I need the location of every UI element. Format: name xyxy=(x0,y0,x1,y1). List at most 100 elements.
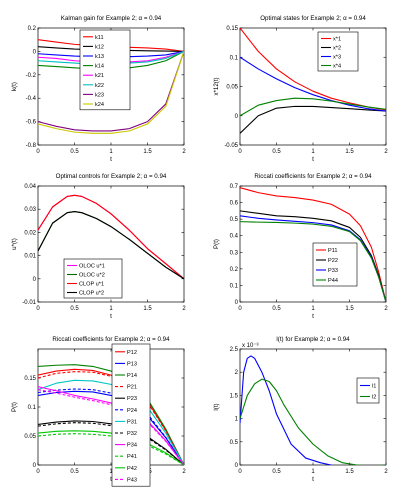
legend-label: l2 xyxy=(372,395,376,401)
y-tick-label: -0.6 xyxy=(26,120,37,126)
legend: OLOC u*1 OLOC u*2 CLOP u*1 CLOP u*2 xyxy=(63,258,123,299)
chart-panel-6: 0 0.5 1 1.5 2 0 0.5 1 1.5 2 2.5x 10⁻³ l(t) for Exam… xyxy=(213,336,388,483)
series-line-p21 xyxy=(38,371,184,465)
series-line-x-2 xyxy=(240,105,386,134)
y-tick-label: 0.2 xyxy=(28,26,37,32)
legend-label: P11 xyxy=(328,248,338,254)
series-group xyxy=(38,194,184,280)
x-tick-label: 0 xyxy=(238,469,242,475)
x-tick-label: 1 xyxy=(109,469,113,475)
x-tick-label: 0.5 xyxy=(272,306,281,312)
legend-label: x*3 xyxy=(333,55,341,61)
legend: x*1 x*2 x*3 x*4 xyxy=(317,31,359,72)
y-tick-label: 0 xyxy=(235,114,239,120)
legend-box xyxy=(111,343,151,487)
x-tick-label: 1 xyxy=(311,149,315,155)
y-tick-label: 0.04 xyxy=(24,184,36,190)
series-line-x-3 xyxy=(240,56,386,112)
chart-title: Riccati coefficients for Example 2; α = … xyxy=(52,336,170,343)
legend-label: k14 xyxy=(95,64,104,70)
legend-label: k24 xyxy=(95,102,104,108)
y-tick-label: 0.4 xyxy=(230,234,239,240)
y-tick-label: 1 xyxy=(235,417,239,423)
x-tick-label: 2 xyxy=(182,306,186,312)
x-tick-label: 0 xyxy=(36,149,40,155)
legend-label: k13 xyxy=(95,54,104,60)
y-tick-label: -0.8 xyxy=(26,143,37,149)
legend-label: P33 xyxy=(328,268,338,274)
chart-panel-4: 0 0.5 1 1.5 2 0 0.1 0.2 0.3 0.4 0.5 0.6 0.7 Riccati c… xyxy=(213,173,388,320)
y-tick-label: 0.15 xyxy=(226,26,238,32)
legend-label: x*1 xyxy=(333,37,341,43)
legend-label: k22 xyxy=(95,83,104,89)
x-axis-label: t xyxy=(110,156,112,163)
x-tick-label: 0 xyxy=(36,306,40,312)
y-tick-label: 0.5 xyxy=(230,217,239,223)
legend-label: P23 xyxy=(127,396,137,402)
y-tick-label: 0.1 xyxy=(28,405,37,411)
series-group xyxy=(240,355,386,465)
series-line-p24 xyxy=(38,388,184,465)
y-tick-label: -0.01 xyxy=(22,300,36,306)
chart-title: Optimal controls for Example 2; α = 0.94 xyxy=(56,173,167,180)
series-line-x-4 xyxy=(240,97,386,117)
series-group xyxy=(240,187,386,302)
x-axis-label: t xyxy=(110,476,112,483)
x-tick-label: 1.5 xyxy=(345,149,354,155)
x-tick-label: 0 xyxy=(36,469,40,475)
x-tick-label: 1 xyxy=(109,306,113,312)
x-tick-label: 1 xyxy=(311,469,315,475)
series-group xyxy=(240,28,386,134)
legend: P12 P13 P14 P21 P23 P24 P31 P32 P34 P41 P42 P43 xyxy=(111,343,151,487)
y-tick-label: 0.6 xyxy=(230,201,239,207)
legend-label: P34 xyxy=(127,443,137,449)
y-tick-label: 0.7 xyxy=(230,184,239,190)
legend-label: x*4 xyxy=(333,64,341,70)
x-tick-label: 2 xyxy=(384,469,388,475)
y-tick-label: 0.2 xyxy=(230,267,239,273)
x-tick-label: 1.5 xyxy=(345,306,354,312)
x-axis-label: t xyxy=(312,313,314,320)
legend-label: P41 xyxy=(127,454,137,460)
plot-frame xyxy=(239,27,387,146)
legend-label: P14 xyxy=(127,373,137,379)
series-line-k24 xyxy=(38,51,184,134)
series-line-p22 xyxy=(240,210,386,302)
series-line-l1 xyxy=(240,355,386,465)
y-tick-label: 0.05 xyxy=(24,434,36,440)
series-line-p42 xyxy=(38,430,184,465)
legend: P11 P22 P33 P44 xyxy=(312,242,358,287)
series-line-p14 xyxy=(38,364,184,465)
legend-label: OLOC u*1 xyxy=(79,264,105,270)
plot-frame xyxy=(239,348,387,466)
x-tick-label: 0 xyxy=(238,306,242,312)
plot-frame xyxy=(37,348,185,466)
y-tick-label: -0.4 xyxy=(26,96,37,102)
series-line-clop-u-1 xyxy=(38,194,184,280)
legend-label: P22 xyxy=(328,258,338,264)
legend-label: P43 xyxy=(127,477,137,483)
legend-label: l1 xyxy=(372,384,376,390)
legend-label: P32 xyxy=(127,431,137,437)
y-tick-label: 0.5 xyxy=(230,440,239,446)
x-tick-label: 1.5 xyxy=(143,306,152,312)
series-line-p23 xyxy=(38,420,184,465)
y-tick-label: 0.01 xyxy=(24,254,36,260)
y-tick-label: 0 xyxy=(33,463,37,469)
y-tick-label: 0.3 xyxy=(230,250,239,256)
y-tick-label: 2.5 xyxy=(230,347,239,353)
chart-title: Kalman gain for Example 2; α = 0.94 xyxy=(61,15,162,22)
y-axis-label: P(t) xyxy=(11,402,18,412)
x-tick-label: 2 xyxy=(182,469,186,475)
x-tick-label: 1.5 xyxy=(143,149,152,155)
series-line-p43 xyxy=(38,389,184,465)
x-tick-label: 0.5 xyxy=(272,469,281,475)
legend: l1 l2 xyxy=(356,377,380,404)
y-axis-label: k(t) xyxy=(11,82,18,91)
y-axis-label: P(t) xyxy=(213,239,220,249)
series-line-k23 xyxy=(38,51,184,132)
x-tick-label: 0.5 xyxy=(70,149,79,155)
